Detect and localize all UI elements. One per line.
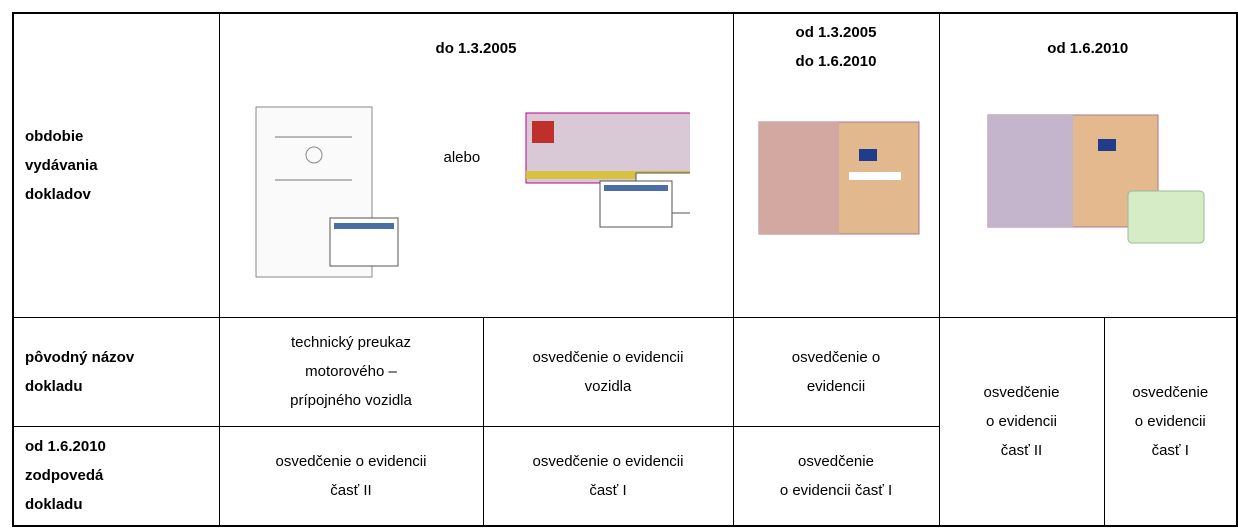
text: časť II xyxy=(1000,441,1043,459)
header-label: obdobie vydávania dokladov xyxy=(12,12,220,318)
text: časť I xyxy=(1151,441,1189,459)
text: evidencii xyxy=(806,377,866,395)
cell: osvedčenie o evidencii časť I xyxy=(732,425,940,527)
cell: osvedčenie o evidencii vozidla xyxy=(482,316,734,427)
image-area: alebo xyxy=(220,63,733,293)
text: vydávania xyxy=(25,156,98,174)
text: osvedčenie o evidencii xyxy=(275,452,427,470)
text: zodpovedá xyxy=(25,467,104,485)
text: osvedčenie o xyxy=(791,348,881,366)
row-label: pôvodný názov dokladu xyxy=(12,316,220,427)
text: dokladu xyxy=(25,496,83,514)
text: do 1.6.2010 xyxy=(795,53,877,70)
period-cell: od 1.6.2010 xyxy=(938,12,1238,318)
cell: osvedčenie o evidencii časť I xyxy=(482,425,734,527)
text: časť II xyxy=(330,481,372,499)
cell: osvedčenie o evidencii časť II xyxy=(218,425,484,527)
text: dokladu xyxy=(25,377,83,395)
text: osvedčenie o evidencii xyxy=(532,348,684,366)
period-cell: do 1.3.2005 alebo xyxy=(218,12,734,318)
text: technický preukaz xyxy=(290,334,412,351)
document-table: obdobie vydávania dokladov do 1.3.2005 a… xyxy=(12,12,1238,527)
text: od 1.3.2005 xyxy=(795,24,877,41)
merged-cell: osvedčenie o evidencii časť II xyxy=(938,316,1105,527)
text: osvedčenie xyxy=(798,452,874,470)
text: osvedčenie xyxy=(983,383,1060,401)
text: osvedčenie xyxy=(1132,383,1209,401)
row-label: od 1.6.2010 zodpovedá dokladu xyxy=(12,425,220,527)
text: motorového – xyxy=(305,363,397,380)
alternative-text: alebo xyxy=(443,149,481,166)
period-title: do 1.3.2005 xyxy=(435,40,517,57)
period-cell: od 1.3.2005 do 1.6.2010 xyxy=(732,12,940,318)
text: osvedčenie o evidencii xyxy=(532,452,684,470)
text: o evidencii časť I xyxy=(779,481,893,499)
text: prípojného vozidla xyxy=(290,392,412,409)
text: obdobie xyxy=(25,127,84,145)
text: dokladov xyxy=(25,185,91,203)
cell: osvedčenie o evidencii xyxy=(732,316,940,427)
cell: technický preukaz motorového – prípojného … xyxy=(218,316,484,427)
header-row: obdobie vydávania dokladov do 1.3.2005 a… xyxy=(12,12,1238,318)
document-images xyxy=(255,106,690,278)
text: pôvodný názov xyxy=(25,348,135,366)
period-title: od 1.3.2005 do 1.6.2010 xyxy=(734,18,939,76)
row: od 1.6.2010 zodpovedá dokladu osvedčenie o… xyxy=(12,425,1237,527)
text: časť I xyxy=(589,481,627,499)
period-title: od 1.6.2010 xyxy=(1047,40,1129,57)
merged-cell: osvedčenie o evidencii časť I xyxy=(1103,316,1238,527)
text: vozidla xyxy=(584,377,632,395)
document-image xyxy=(758,121,920,235)
text: o evidencii xyxy=(986,412,1057,430)
text: o evidencii xyxy=(1134,412,1206,430)
document-image xyxy=(987,114,1205,244)
row: pôvodný názov dokladu technický preukaz mo… xyxy=(12,316,1238,527)
text: od 1.6.2010 xyxy=(25,438,106,456)
